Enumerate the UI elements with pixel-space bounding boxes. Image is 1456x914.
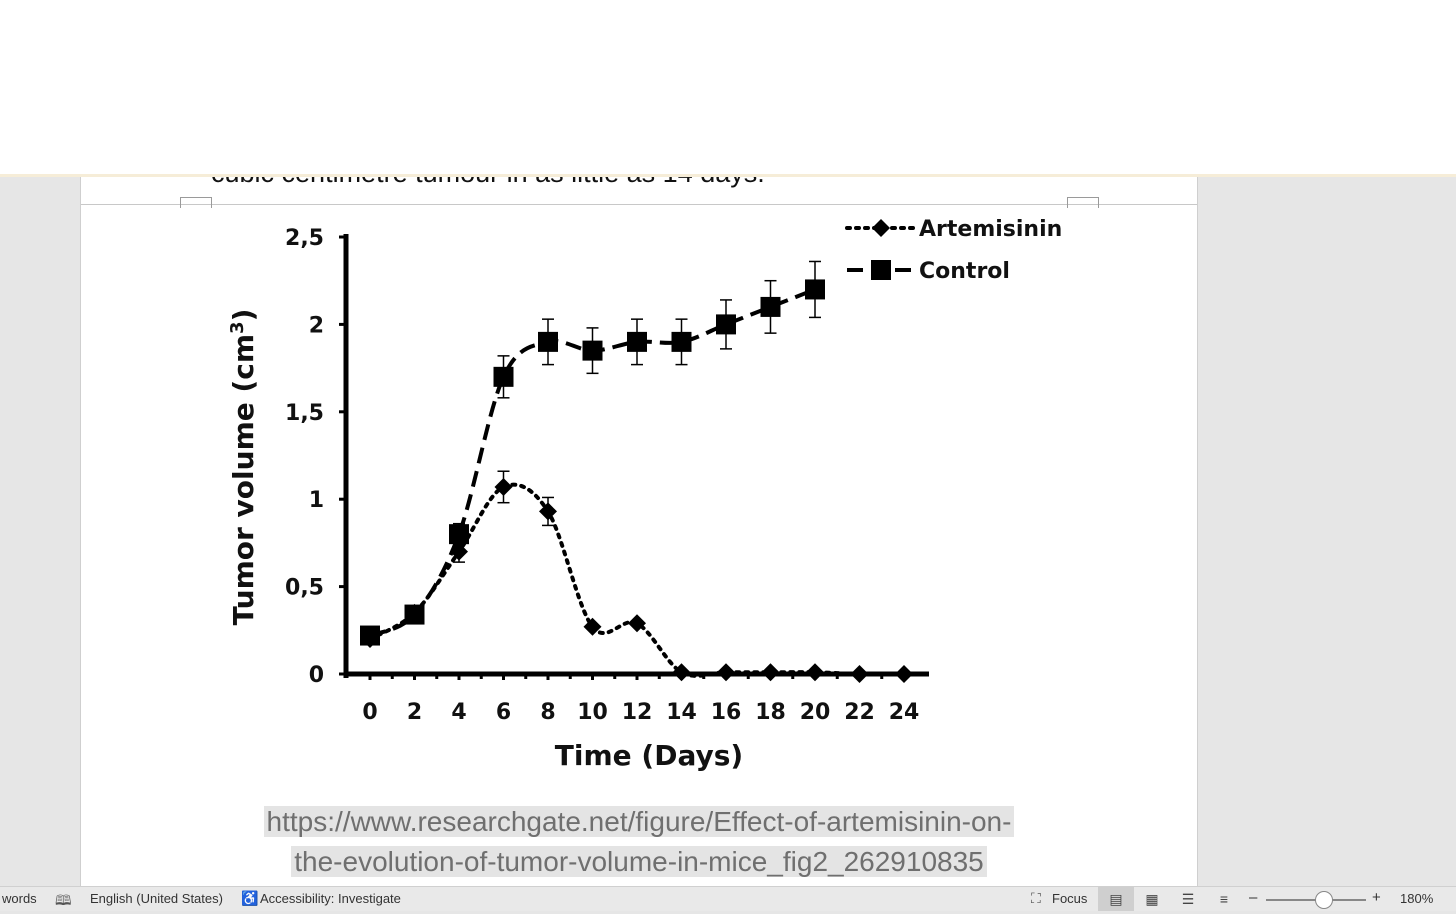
x-tick-label: 20 <box>800 700 831 725</box>
top-overlay-pane <box>0 0 1456 177</box>
zoom-in-button[interactable]: + <box>1372 889 1381 906</box>
y-tick-label: 1,5 <box>285 401 324 426</box>
data-point-artemisinin <box>672 663 691 682</box>
chart-legend: Artemisinin Control <box>845 217 1062 284</box>
crop-mark-left <box>180 197 212 208</box>
figure-caption-line-2: the-evolution-of-tumor-volume-in-mice_fi… <box>81 842 1197 882</box>
data-point-control <box>404 604 425 625</box>
data-point-control <box>493 366 514 387</box>
data-point-artemisinin <box>850 665 869 683</box>
x-tick-label: 6 <box>496 700 511 725</box>
caption-link-text[interactable]: the-evolution-of-tumor-volume-in-mice_fi… <box>291 846 987 877</box>
data-point-artemisinin <box>628 614 646 633</box>
x-axis-title: Time (Days) <box>555 739 743 772</box>
x-tick-label: 2 <box>407 700 422 725</box>
proofing-icon[interactable]: 🕮 <box>55 892 72 908</box>
document-page[interactable]: cubic centimetre tumour in as little as … <box>80 150 1198 890</box>
x-tick-label: 18 <box>755 700 786 725</box>
legend-label: Artemisinin <box>919 217 1062 242</box>
accessibility-icon[interactable]: ♿ <box>241 890 259 906</box>
data-point-control <box>760 296 781 317</box>
word-count[interactable]: words <box>2 891 37 906</box>
figure-caption-line-1: https://www.researchgate.net/figure/Effe… <box>81 802 1197 842</box>
outline-icon[interactable]: ☰ <box>1181 891 1195 907</box>
data-point-control <box>627 331 647 352</box>
language-indicator[interactable]: English (United States) <box>90 891 223 906</box>
data-point-artemisinin <box>717 663 735 682</box>
y-tick-label: 2 <box>309 313 324 338</box>
series-control <box>360 260 825 646</box>
data-point-artemisinin <box>494 477 513 496</box>
web-layout-icon[interactable]: ▦ <box>1145 891 1159 907</box>
x-tick-label: 22 <box>844 700 875 725</box>
focus-button[interactable]: Focus <box>1052 891 1088 906</box>
zoom-level[interactable]: 180% <box>1400 891 1434 906</box>
x-tick-label: 8 <box>540 700 555 725</box>
x-tick-label: 24 <box>889 700 920 725</box>
data-point-control <box>716 314 736 335</box>
accessibility-status[interactable]: Accessibility: Investigate <box>260 891 401 906</box>
draft-icon[interactable]: ≡ <box>1219 891 1229 907</box>
legend-marker <box>871 260 891 280</box>
focus-icon[interactable]: ⛶ <box>1031 890 1041 906</box>
crop-mark-right <box>1067 197 1099 208</box>
y-tick-label: 0,5 <box>285 576 324 601</box>
data-point-control <box>538 331 558 352</box>
data-point-control <box>805 279 825 300</box>
x-tick-label: 0 <box>362 700 377 725</box>
zoom-out-button[interactable]: – <box>1249 889 1258 906</box>
legend-marker <box>872 219 890 237</box>
data-point-control <box>449 524 469 545</box>
status-bar: words 🕮 English (United States) ♿ Access… <box>0 886 1456 911</box>
data-point-control <box>671 331 692 352</box>
caption-link-text[interactable]: https://www.researchgate.net/figure/Effe… <box>263 806 1015 837</box>
data-point-artemisinin <box>539 502 557 521</box>
y-tick-label: 2,5 <box>285 226 324 251</box>
data-point-artemisinin <box>583 617 602 636</box>
x-tick-label: 12 <box>622 700 653 725</box>
y-tick-label: 1 <box>309 488 324 513</box>
data-point-control <box>582 340 603 361</box>
zoom-slider-thumb[interactable] <box>1315 891 1333 909</box>
series-line-artemisinin <box>368 482 906 678</box>
series-artemisinin <box>361 470 913 683</box>
y-axis-title: Tumor volume (cm3) <box>227 309 261 626</box>
data-point-artemisinin <box>761 663 780 682</box>
data-point-artemisinin <box>895 665 913 683</box>
print-layout-icon[interactable]: ▤ <box>1098 887 1134 911</box>
data-point-control <box>360 625 380 646</box>
y-tick-label: 0 <box>309 663 324 688</box>
x-tick-label: 4 <box>451 700 466 725</box>
page-break-line <box>81 204 1197 205</box>
x-tick-label: 16 <box>711 700 742 725</box>
legend-label: Control <box>919 259 1010 284</box>
x-tick-label: 10 <box>577 700 608 725</box>
data-point-artemisinin <box>806 663 824 682</box>
x-tick-label: 14 <box>666 700 697 725</box>
